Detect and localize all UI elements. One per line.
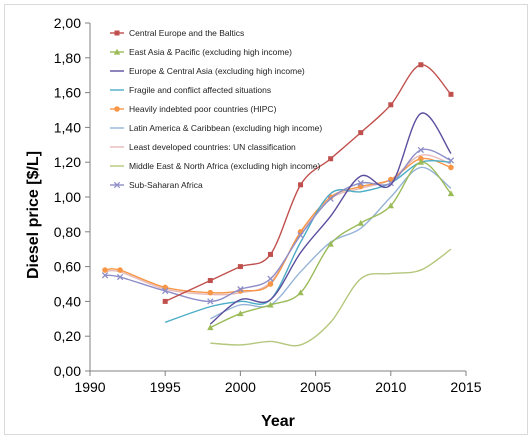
data-point	[117, 267, 123, 273]
legend-label: Latin America & Caribbean (excluding hig…	[129, 123, 322, 133]
x-tick-label: 2010	[375, 379, 406, 395]
y-tick-label: 1,00	[54, 189, 81, 205]
series-1	[207, 159, 455, 331]
series-7	[210, 248, 452, 347]
legend-item: Europe & Central Asia (excluding high in…	[110, 66, 305, 76]
data-point	[298, 182, 304, 188]
legend-item: East Asia & Pacific (excluding high inco…	[110, 47, 292, 57]
data-point	[237, 310, 244, 317]
data-point	[237, 286, 244, 293]
series-line	[210, 248, 452, 347]
y-tick-label: 0,00	[54, 363, 81, 379]
legend-label: Europe & Central Asia (excluding high in…	[129, 66, 305, 76]
legend-label: East Asia & Pacific (excluding high inco…	[129, 47, 292, 57]
legend-marker	[114, 30, 120, 36]
data-point	[418, 155, 424, 162]
data-point	[327, 240, 334, 247]
data-point	[237, 264, 243, 270]
series-group	[101, 62, 455, 347]
data-point	[418, 62, 424, 68]
data-point	[388, 102, 394, 108]
y-tick-label: 0,40	[54, 293, 81, 309]
legend-label: Fragile and conflict affected situations	[129, 85, 271, 95]
legend-item: Central Europe and the Baltics	[110, 28, 244, 38]
series-line	[209, 112, 452, 325]
y-tick-label: 1,40	[54, 119, 81, 135]
axes: 0,00 0,20 0,40 0,60 0,80 1,00 1,20 1,40 1,60 1,80…	[54, 15, 482, 395]
data-point	[327, 195, 334, 202]
data-point	[297, 232, 304, 239]
legend-label: Sub-Saharan Africa	[129, 180, 203, 190]
legend-label: Middle East & North Africa (excluding hi…	[129, 161, 321, 171]
series-line	[164, 64, 452, 303]
data-point	[207, 278, 213, 284]
legend-item: Least developed countries: UN classifica…	[110, 142, 296, 152]
legend-item: Heavily indebted poor countries (HIPC)	[110, 104, 277, 114]
data-point	[417, 159, 425, 165]
x-axis-title: Year	[261, 413, 295, 430]
data-point	[207, 324, 214, 331]
data-point	[267, 275, 274, 282]
y-axis-title: Diesel price [$/L]	[25, 151, 42, 279]
legend-label: Heavily indebted poor countries (HIPC)	[129, 104, 277, 114]
legend-item: Latin America & Caribbean (excluding hig…	[110, 123, 322, 133]
data-point	[162, 287, 169, 295]
y-tick-label: 2,00	[54, 15, 81, 31]
data-point	[116, 273, 124, 281]
data-point	[357, 179, 364, 187]
data-point	[387, 202, 394, 209]
legend-item: Fragile and conflict affected situations	[110, 85, 271, 95]
data-point	[447, 157, 455, 164]
legend-marker	[113, 181, 121, 189]
data-point	[267, 281, 274, 287]
x-tick-label: 2015	[450, 379, 481, 395]
data-point	[448, 91, 454, 97]
data-point	[448, 164, 454, 171]
y-tick-label: 1,80	[54, 50, 81, 66]
legend-marker	[114, 106, 120, 112]
y-tick-label: 0,60	[54, 259, 81, 275]
series-2	[209, 112, 452, 325]
y-tick-label: 0,20	[54, 328, 81, 344]
data-point	[328, 156, 334, 162]
data-point	[267, 251, 273, 257]
legend-item: Middle East & North Africa (excluding hi…	[110, 161, 321, 171]
data-point	[417, 146, 425, 154]
chart-border	[4, 4, 528, 435]
x-tick-label: 1990	[74, 379, 105, 395]
y-tick-label: 1,20	[54, 154, 81, 170]
data-point	[357, 219, 364, 226]
data-point	[447, 190, 455, 197]
y-tick-label: 1,60	[54, 85, 81, 101]
legend-item: Sub-Saharan Africa	[110, 180, 203, 190]
data-point	[267, 301, 274, 308]
data-point	[102, 267, 108, 273]
data-point	[207, 289, 214, 296]
x-tick-label: 1995	[150, 379, 181, 395]
x-tick-label: 2005	[300, 379, 331, 395]
legend-label: Central Europe and the Baltics	[129, 28, 244, 38]
legend: Central Europe and the Baltics East Asia …	[110, 28, 322, 190]
legend-marker	[113, 48, 121, 55]
data-point	[162, 298, 168, 304]
data-point	[358, 130, 364, 136]
y-tick-label: 0,80	[54, 224, 81, 240]
data-point	[297, 289, 304, 296]
x-tick-label: 2000	[225, 379, 256, 395]
data-point	[101, 272, 109, 279]
series-0	[162, 62, 454, 304]
legend-label: Least developed countries: UN classifica…	[129, 142, 296, 152]
data-point	[207, 298, 214, 305]
